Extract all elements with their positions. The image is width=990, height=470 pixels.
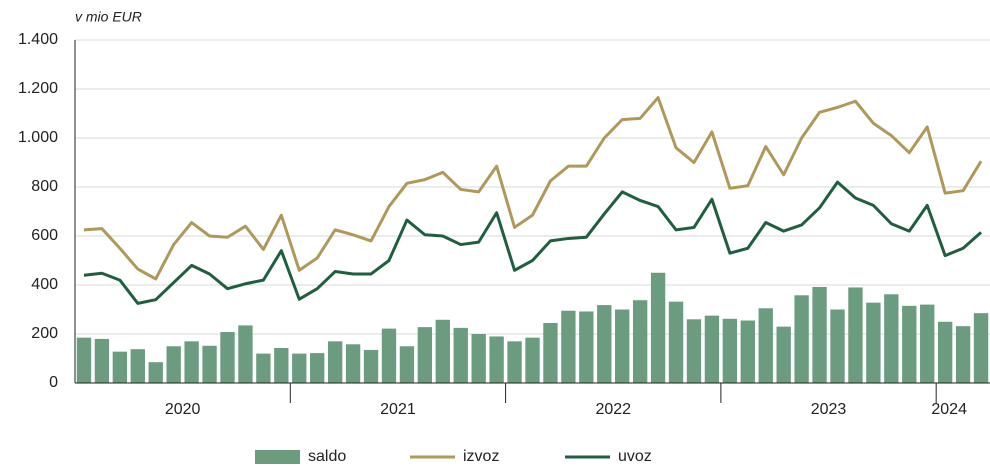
bar: [256, 353, 271, 383]
bar: [615, 309, 630, 383]
y-axis-label: v mio EUR: [75, 9, 142, 25]
bar: [579, 311, 594, 383]
x-tick-label: 2024: [931, 401, 967, 418]
bar: [453, 327, 468, 383]
bar: [345, 344, 361, 383]
bar: [668, 301, 684, 383]
bar: [955, 326, 971, 383]
bar: [202, 345, 217, 383]
bar: [238, 325, 253, 383]
y-tick-label: 1.400: [18, 31, 58, 48]
bar: [148, 362, 163, 383]
bar: [650, 272, 666, 383]
bar: [848, 287, 863, 383]
bar: [543, 322, 558, 383]
bar: [722, 318, 738, 383]
bar: [812, 286, 827, 383]
bar: [220, 332, 235, 383]
bar: [274, 347, 289, 383]
bar: [363, 349, 379, 383]
x-tick-label: 2023: [811, 401, 847, 418]
bar: [417, 327, 433, 383]
bar: [292, 353, 307, 383]
bar: [310, 353, 325, 383]
line: [83, 96, 983, 281]
bar: [758, 308, 773, 383]
bar: [884, 294, 899, 383]
bar: [686, 319, 702, 383]
bar: [130, 349, 145, 383]
legend-label: saldo: [308, 448, 346, 465]
legend-swatch: [255, 450, 300, 464]
bar: [632, 300, 648, 383]
bar: [704, 315, 720, 383]
bar: [830, 309, 845, 383]
y-tick-label: 800: [31, 178, 58, 195]
bar: [776, 326, 791, 383]
bar: [740, 320, 755, 383]
bar: [435, 319, 450, 383]
bar: [112, 351, 128, 383]
bar: [94, 338, 110, 383]
x-tick-label: 2021: [380, 401, 416, 418]
bar: [525, 337, 540, 383]
y-tick-label: 1.000: [18, 129, 58, 146]
bar: [471, 334, 486, 383]
bar: [866, 302, 881, 383]
y-tick-label: 200: [31, 325, 58, 342]
bar: [507, 341, 522, 383]
x-tick-label: 2020: [165, 401, 201, 418]
bar: [76, 337, 92, 383]
bar: [920, 304, 935, 383]
y-tick-label: 0: [49, 374, 58, 391]
bar: [166, 346, 181, 383]
bar: [597, 305, 612, 383]
bar: [937, 321, 953, 383]
bar: [973, 313, 989, 383]
x-tick-label: 2022: [595, 401, 631, 418]
y-tick-label: 1.200: [18, 80, 58, 97]
bar: [381, 328, 397, 383]
bar: [561, 310, 576, 383]
legend-label: izvoz: [463, 448, 499, 465]
bar: [184, 341, 199, 383]
bar: [902, 305, 917, 383]
y-tick-label: 400: [31, 276, 58, 293]
y-tick-label: 600: [31, 227, 58, 244]
bar: [327, 341, 343, 383]
bar: [489, 336, 504, 383]
line: [83, 180, 983, 305]
legend-label: uvoz: [618, 448, 652, 465]
bar: [794, 295, 809, 383]
bar: [399, 346, 415, 383]
